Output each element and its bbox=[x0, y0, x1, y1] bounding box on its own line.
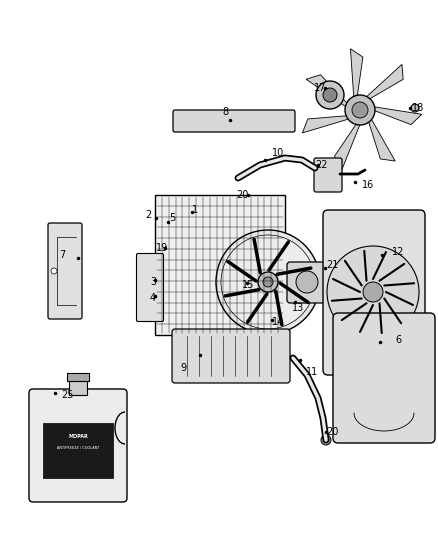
Bar bbox=[43, 423, 113, 478]
Circle shape bbox=[316, 81, 344, 109]
Polygon shape bbox=[302, 116, 348, 133]
Polygon shape bbox=[373, 107, 422, 125]
FancyBboxPatch shape bbox=[314, 158, 342, 192]
Text: 21: 21 bbox=[326, 260, 338, 270]
Text: 13: 13 bbox=[292, 303, 304, 313]
Circle shape bbox=[263, 277, 273, 287]
FancyBboxPatch shape bbox=[323, 210, 425, 375]
Text: 25: 25 bbox=[62, 390, 74, 400]
Circle shape bbox=[216, 230, 320, 334]
Bar bbox=[67, 373, 89, 381]
FancyBboxPatch shape bbox=[172, 329, 290, 383]
Text: 12: 12 bbox=[392, 247, 404, 257]
Text: ANTIFREEZE / COOLANT: ANTIFREEZE / COOLANT bbox=[57, 446, 99, 450]
Text: 3: 3 bbox=[150, 277, 156, 287]
Text: 6: 6 bbox=[395, 335, 401, 345]
FancyBboxPatch shape bbox=[29, 389, 127, 502]
Text: 7: 7 bbox=[59, 250, 65, 260]
Text: 9: 9 bbox=[180, 363, 186, 373]
Text: 18: 18 bbox=[412, 103, 424, 113]
Text: 17: 17 bbox=[314, 83, 326, 93]
FancyBboxPatch shape bbox=[48, 223, 82, 319]
FancyBboxPatch shape bbox=[137, 254, 163, 321]
Circle shape bbox=[345, 95, 375, 125]
Text: 20: 20 bbox=[326, 427, 338, 437]
Text: 4: 4 bbox=[150, 293, 156, 303]
Text: 20: 20 bbox=[236, 190, 248, 200]
Text: 15: 15 bbox=[242, 280, 254, 290]
Text: 22: 22 bbox=[316, 160, 328, 170]
FancyBboxPatch shape bbox=[333, 313, 435, 443]
Polygon shape bbox=[306, 75, 348, 107]
Circle shape bbox=[258, 272, 278, 292]
Text: 2: 2 bbox=[145, 210, 151, 220]
Text: 16: 16 bbox=[362, 180, 374, 190]
FancyBboxPatch shape bbox=[173, 110, 295, 132]
Circle shape bbox=[321, 435, 331, 445]
Text: MOPAR: MOPAR bbox=[68, 433, 88, 439]
Circle shape bbox=[51, 268, 57, 274]
Polygon shape bbox=[335, 123, 360, 169]
Polygon shape bbox=[368, 119, 395, 161]
Text: 10: 10 bbox=[272, 148, 284, 158]
Text: 11: 11 bbox=[306, 367, 318, 377]
Text: 14: 14 bbox=[272, 317, 284, 327]
Text: 8: 8 bbox=[222, 107, 228, 117]
Bar bbox=[69, 379, 87, 395]
Circle shape bbox=[352, 102, 368, 118]
Circle shape bbox=[363, 282, 383, 302]
FancyBboxPatch shape bbox=[287, 262, 328, 303]
Circle shape bbox=[221, 235, 315, 329]
Polygon shape bbox=[350, 49, 363, 98]
Text: 5: 5 bbox=[169, 213, 175, 223]
Circle shape bbox=[411, 104, 419, 112]
Bar bbox=[155, 195, 285, 335]
Text: 19: 19 bbox=[156, 243, 168, 253]
Text: 1: 1 bbox=[192, 205, 198, 215]
Circle shape bbox=[327, 246, 419, 338]
Circle shape bbox=[296, 271, 318, 293]
Polygon shape bbox=[367, 64, 403, 100]
Circle shape bbox=[323, 88, 337, 102]
